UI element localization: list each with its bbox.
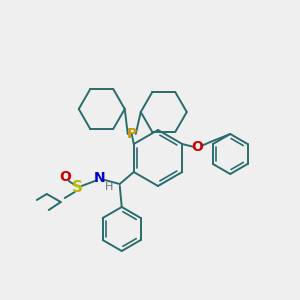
Text: H: H — [105, 182, 113, 192]
Text: O: O — [59, 170, 71, 184]
Text: O: O — [191, 140, 203, 154]
Text: N: N — [94, 171, 106, 185]
Text: P: P — [127, 127, 137, 141]
Text: S: S — [72, 181, 83, 196]
